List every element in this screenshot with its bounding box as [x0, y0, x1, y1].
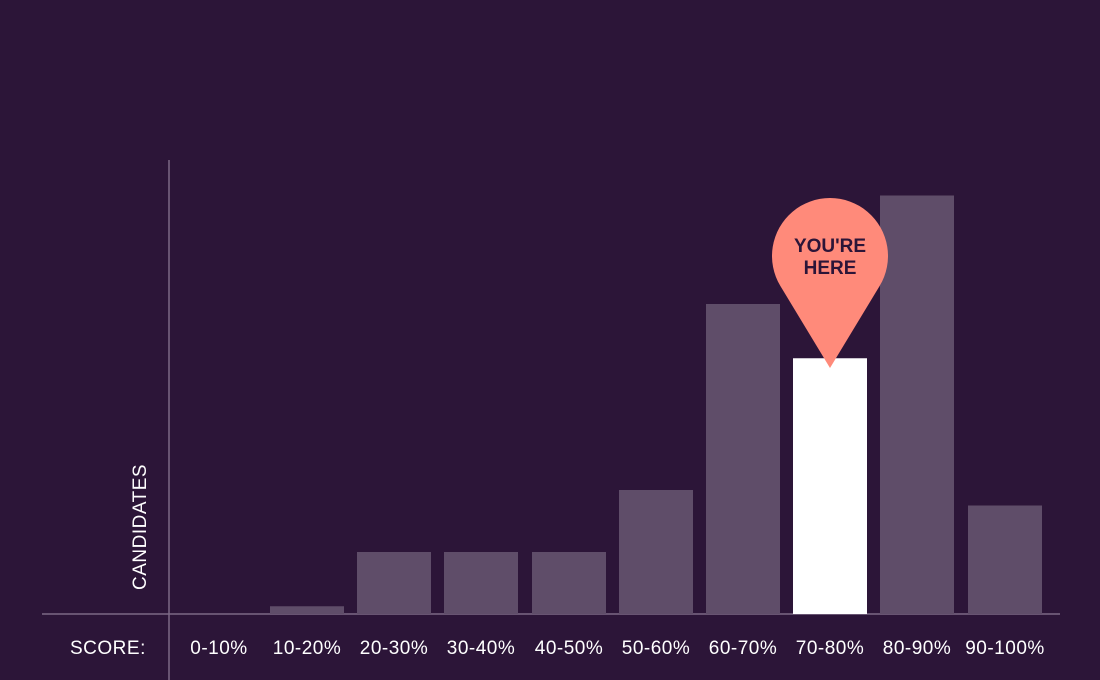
x-tick-label: 80-90%	[883, 638, 952, 659]
x-axis-label: SCORE:	[70, 638, 146, 659]
bar	[706, 304, 780, 614]
x-tick-label: 20-30%	[360, 638, 429, 659]
x-tick-label: 10-20%	[273, 638, 342, 659]
bar	[968, 505, 1042, 614]
marker-label-line-1: YOU'RE	[794, 236, 866, 257]
you-are-here-marker: YOU'RE HERE	[772, 197, 888, 368]
x-tick-label: 90-100%	[965, 638, 1045, 659]
x-tick-label: 70-80%	[796, 638, 865, 659]
bar-highlighted	[793, 358, 867, 614]
bar	[880, 195, 954, 614]
x-tick-label: 0-10%	[190, 638, 247, 659]
bar	[619, 490, 693, 614]
x-tick-label: 40-50%	[535, 638, 604, 659]
bars-group	[270, 195, 1042, 614]
x-tick-label: 60-70%	[709, 638, 778, 659]
bar	[444, 552, 518, 614]
x-tick-labels: 0-10% 10-20% 20-30% 30-40% 40-50% 50-60% 60-70…	[190, 638, 1044, 659]
bar	[532, 552, 606, 614]
bar	[270, 606, 344, 614]
x-tick-label: 50-60%	[622, 638, 691, 659]
x-tick-label: 30-40%	[447, 638, 516, 659]
marker-label-line-2: HERE	[804, 258, 857, 279]
bar	[357, 552, 431, 614]
y-axis-label: CANDIDATES	[130, 464, 151, 590]
map-pin-icon	[772, 197, 888, 368]
